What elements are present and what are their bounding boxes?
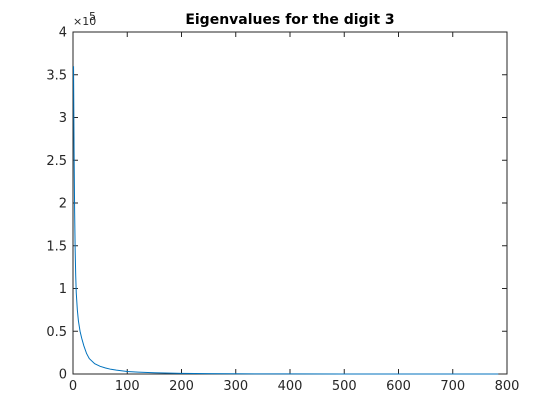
y-exponent-base: ×10 — [73, 15, 96, 28]
chart-title: Eigenvalues for the digit 3 — [185, 12, 394, 28]
y-tick-label: 2 — [59, 197, 67, 212]
x-tick-label: 200 — [169, 379, 194, 394]
y-tick-label: 0 — [59, 368, 67, 383]
eigenvalue-series-line — [73, 66, 499, 375]
x-tick-label: 300 — [223, 379, 248, 394]
x-tick-label: 100 — [115, 379, 140, 394]
x-tick-label: 600 — [386, 379, 411, 394]
x-tick-label: 700 — [440, 379, 465, 394]
y-axis-ticks: 0 0.5 1 1.5 2 2.5 3 3.5 4 — [46, 26, 507, 383]
y-tick-label: 3 — [59, 111, 67, 126]
x-tick-label: 800 — [495, 379, 520, 394]
x-axis-ticks: 0 100 200 300 400 500 600 700 800 — [69, 32, 520, 394]
plot-area — [72, 31, 508, 375]
x-tick-label: 500 — [332, 379, 357, 394]
y-tick-label: 1 — [59, 282, 67, 297]
y-exponent-power: 5 — [89, 10, 96, 23]
y-tick-label: 1.5 — [46, 239, 67, 254]
y-tick-label: 2.5 — [46, 154, 67, 169]
y-tick-label: 0.5 — [46, 325, 67, 340]
x-tick-label: 0 — [69, 379, 77, 394]
y-axis-exponent: ×10 5 — [73, 10, 96, 28]
x-tick-label: 400 — [278, 379, 303, 394]
y-tick-label: 3.5 — [46, 68, 67, 83]
y-tick-label: 4 — [59, 26, 67, 41]
series-group — [73, 66, 499, 375]
